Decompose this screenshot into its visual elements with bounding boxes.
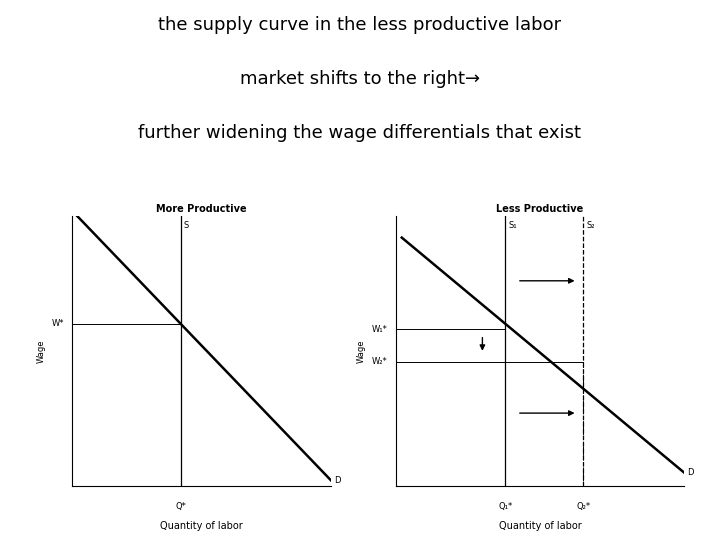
Text: Wage: Wage bbox=[37, 339, 45, 363]
Text: Quantity of labor: Quantity of labor bbox=[499, 521, 581, 531]
Text: the supply curve in the less productive labor: the supply curve in the less productive … bbox=[158, 16, 562, 34]
Text: Q₂*: Q₂* bbox=[576, 502, 590, 511]
Text: Q₁*: Q₁* bbox=[498, 502, 513, 511]
Text: Wage: Wage bbox=[357, 339, 366, 363]
Text: W*: W* bbox=[52, 320, 64, 328]
Text: D: D bbox=[687, 468, 693, 477]
Text: Q*: Q* bbox=[176, 502, 186, 511]
Text: S₂: S₂ bbox=[586, 221, 595, 231]
Text: Quantity of labor: Quantity of labor bbox=[161, 521, 243, 531]
Title: More Productive: More Productive bbox=[156, 204, 247, 214]
Text: W₂*: W₂* bbox=[372, 357, 387, 366]
Text: market shifts to the right→: market shifts to the right→ bbox=[240, 70, 480, 88]
Text: further widening the wage differentials that exist: further widening the wage differentials … bbox=[138, 124, 582, 142]
Text: S₁: S₁ bbox=[508, 221, 517, 231]
Text: W₁*: W₁* bbox=[372, 325, 387, 334]
Title: Less Productive: Less Productive bbox=[496, 204, 584, 214]
Text: S: S bbox=[184, 221, 189, 231]
Text: D: D bbox=[334, 476, 341, 485]
